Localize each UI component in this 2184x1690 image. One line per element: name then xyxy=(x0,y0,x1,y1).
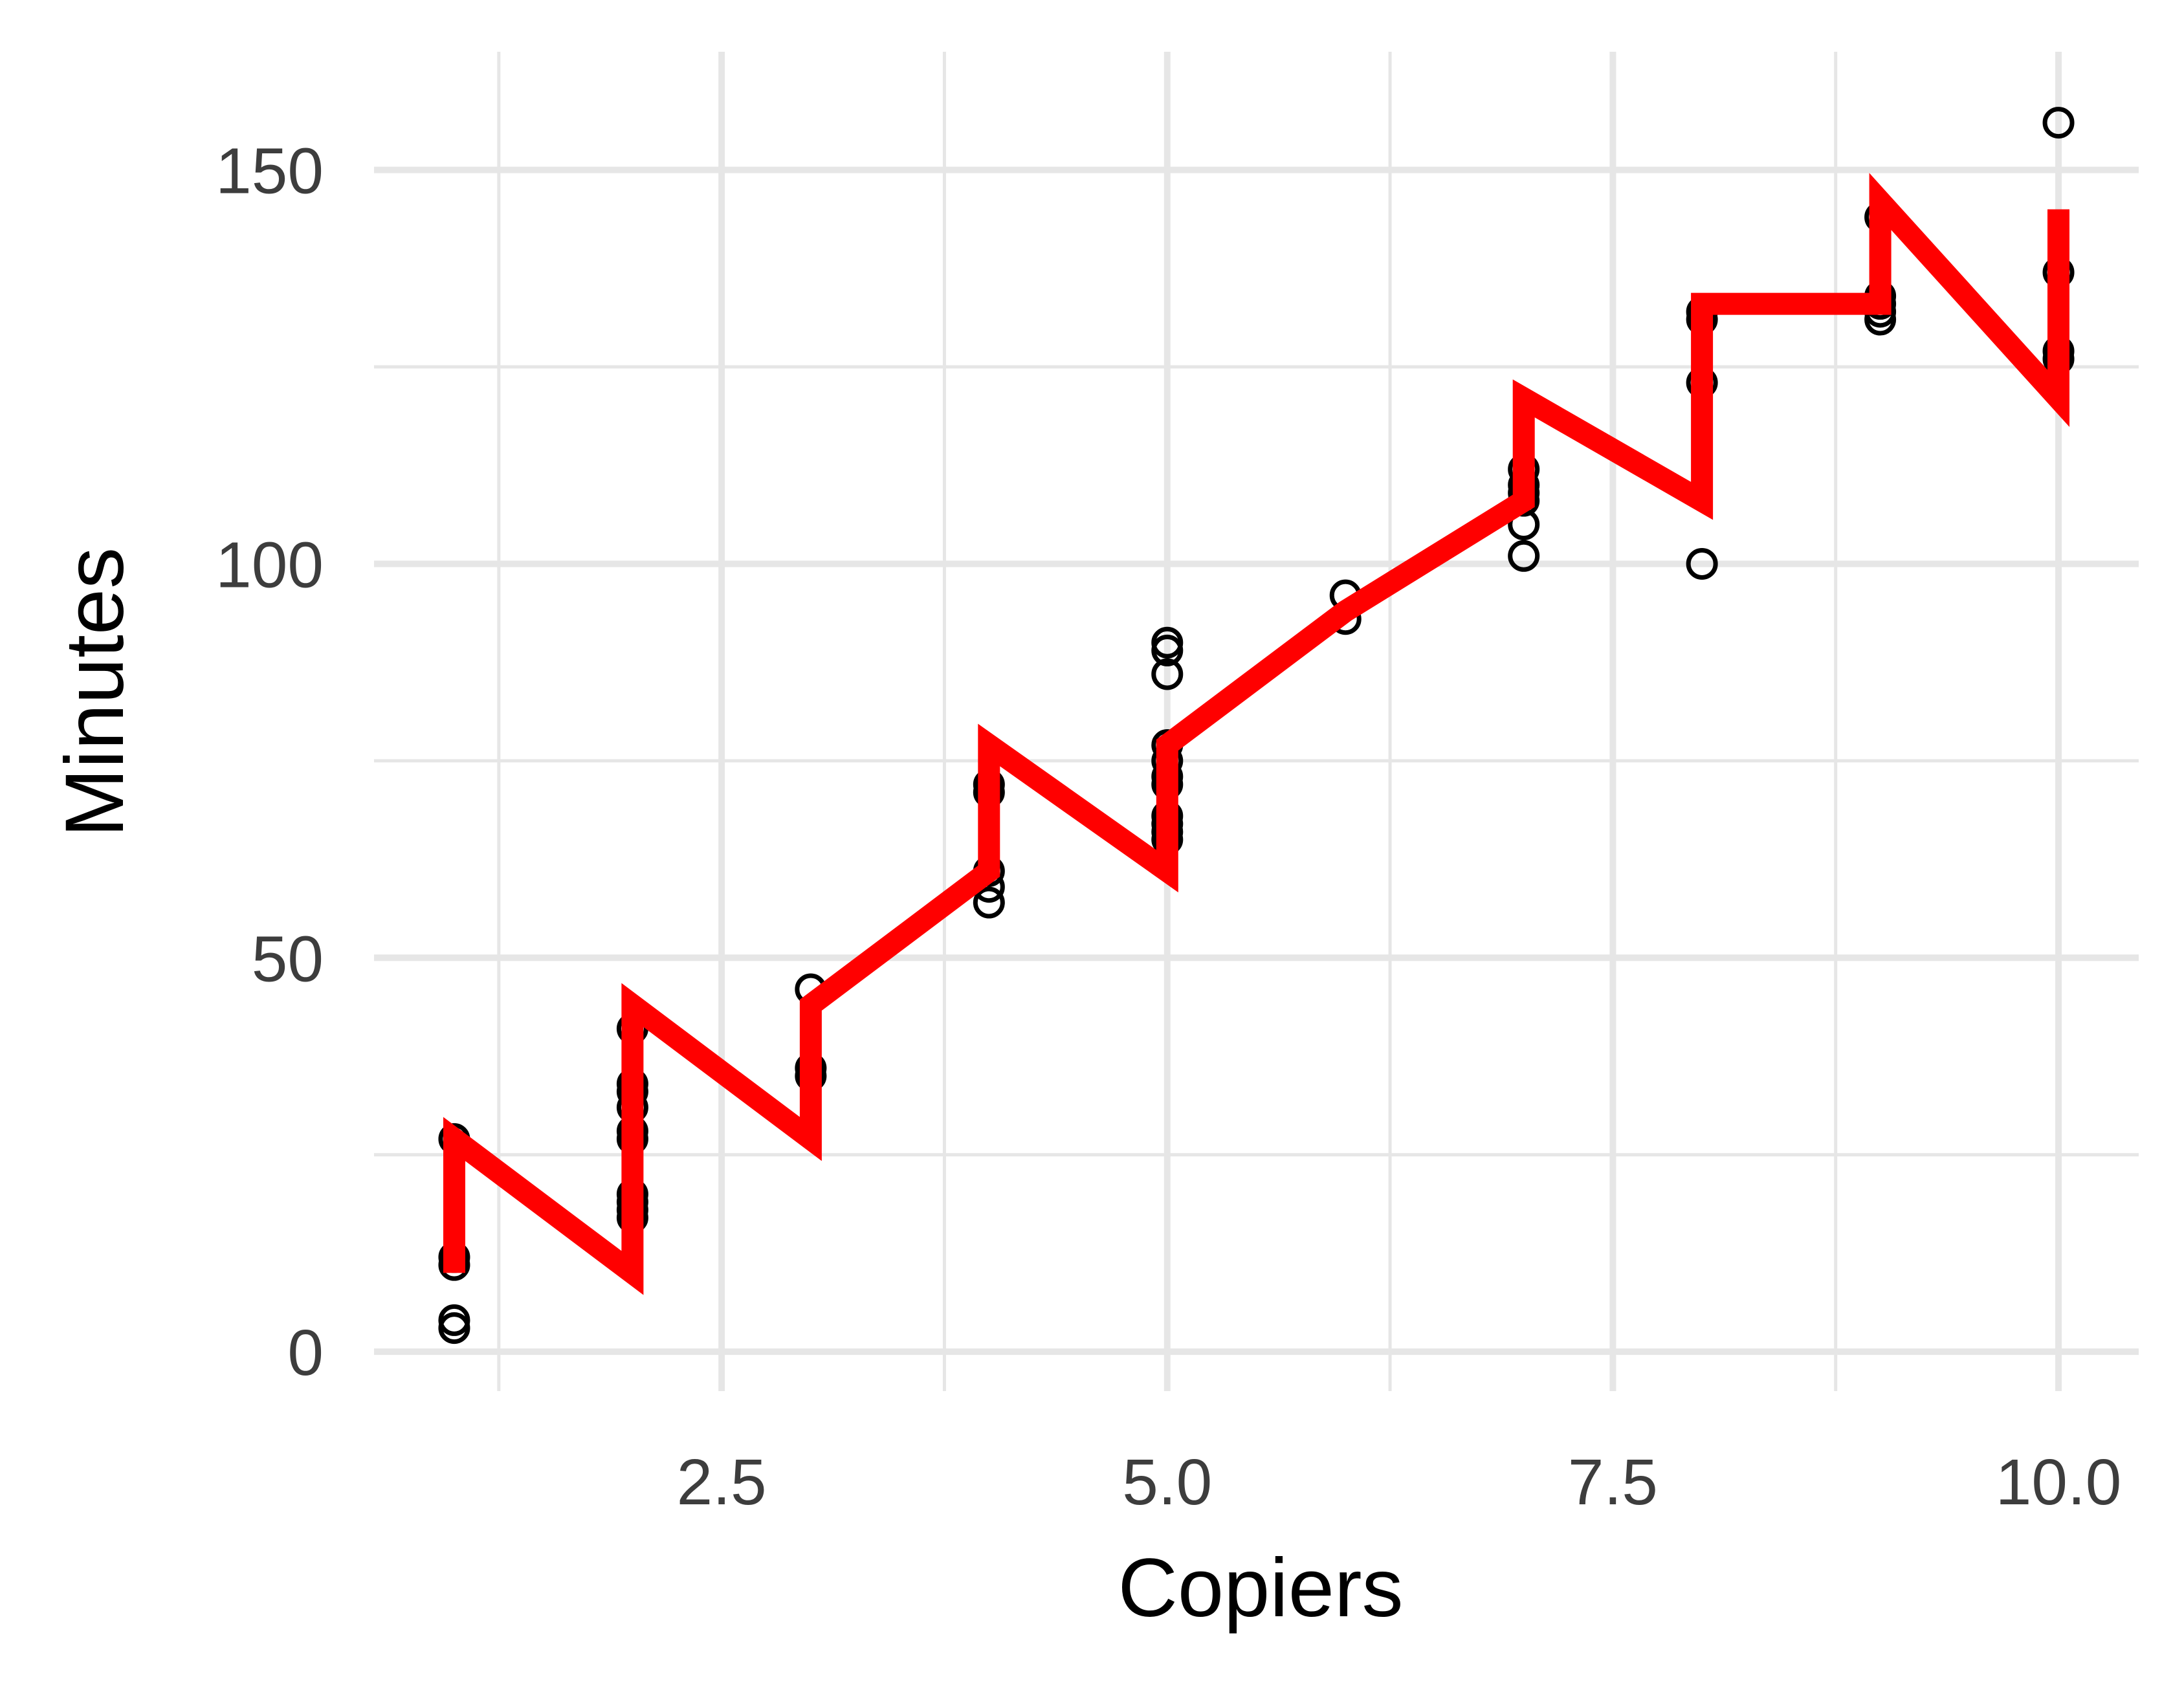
data-point xyxy=(1151,634,1184,666)
x-axis-title: Copiers xyxy=(1118,1542,1403,1634)
data-point xyxy=(1508,540,1540,572)
data-point xyxy=(2042,107,2075,139)
x-tick-label: 10.0 xyxy=(1996,1446,2122,1519)
y-tick-label: 150 xyxy=(215,135,324,208)
x-tick-label: 7.5 xyxy=(1568,1446,1658,1519)
tick-labels: 2.5 5.0 7.5 10.0 0 50 100 150 xyxy=(215,135,2121,1519)
data-point xyxy=(1686,547,1718,580)
data-point xyxy=(973,886,1005,919)
data-point xyxy=(438,1312,470,1344)
data-layer xyxy=(438,107,2075,1344)
y-tick-label: 50 xyxy=(252,923,324,995)
y-tick-label: 0 xyxy=(287,1317,324,1389)
x-tick-label: 2.5 xyxy=(677,1446,767,1519)
fitted-line xyxy=(443,173,2069,1295)
y-tick-label: 100 xyxy=(215,529,324,601)
x-tick-label: 5.0 xyxy=(1122,1446,1212,1519)
data-point xyxy=(1151,658,1184,690)
y-axis-title: Minutes xyxy=(49,547,141,837)
